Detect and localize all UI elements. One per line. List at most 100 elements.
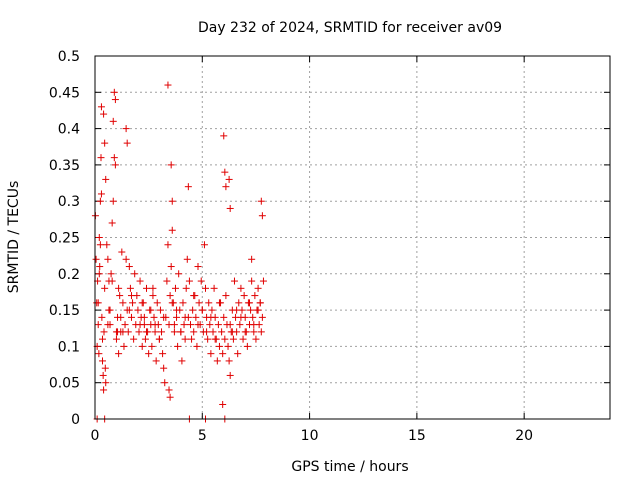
data-point	[96, 197, 104, 205]
data-point	[214, 321, 222, 329]
data-point	[234, 350, 242, 358]
data-point	[193, 342, 201, 350]
y-tick-label: 0.35	[49, 158, 80, 174]
data-point	[259, 277, 267, 285]
data-point	[100, 110, 108, 118]
data-point	[97, 190, 105, 198]
data-point	[96, 241, 104, 249]
data-point	[190, 292, 198, 300]
data-point	[140, 313, 148, 321]
data-point	[241, 328, 249, 336]
y-tick-label: 0.1	[58, 339, 80, 355]
data-point	[189, 306, 197, 314]
data-point	[100, 386, 108, 394]
y-tick-label: 0.4	[58, 122, 80, 138]
data-point	[164, 81, 172, 89]
data-point	[222, 292, 230, 300]
data-points	[91, 81, 267, 423]
data-point	[228, 328, 236, 336]
data-point	[204, 335, 212, 343]
data-point	[103, 241, 111, 249]
data-point	[95, 350, 103, 358]
y-tick-label: 0.25	[49, 231, 80, 247]
data-point	[235, 299, 243, 307]
data-point	[145, 350, 153, 358]
y-axis-label: SRMTID / TECUs	[6, 181, 22, 294]
data-point	[174, 342, 182, 350]
data-point	[168, 197, 176, 205]
data-point	[252, 335, 260, 343]
data-point	[181, 335, 189, 343]
data-point	[233, 306, 241, 314]
data-point	[104, 255, 112, 263]
data-point	[173, 313, 181, 321]
data-point	[198, 306, 206, 314]
y-tick-label: 0.45	[49, 85, 80, 101]
data-point	[120, 342, 128, 350]
data-point	[106, 306, 114, 314]
data-point	[138, 299, 146, 307]
data-point	[226, 321, 234, 329]
data-point	[194, 321, 202, 329]
data-point	[99, 335, 107, 343]
data-point	[152, 357, 160, 365]
data-point	[104, 321, 112, 329]
data-point	[97, 154, 105, 162]
data-point	[186, 321, 194, 329]
data-point	[148, 342, 156, 350]
data-point	[95, 270, 103, 278]
data-point	[118, 248, 126, 256]
data-point	[243, 342, 251, 350]
data-point	[257, 197, 265, 205]
data-point	[258, 313, 266, 321]
data-point	[161, 379, 169, 387]
data-point	[116, 292, 124, 300]
data-point	[138, 342, 146, 350]
data-point	[239, 335, 247, 343]
data-point	[107, 270, 115, 278]
data-point	[122, 255, 130, 263]
data-point	[219, 350, 227, 358]
data-point	[147, 306, 155, 314]
data-point	[230, 277, 238, 285]
data-point	[129, 299, 137, 307]
data-point	[221, 168, 229, 176]
data-point	[226, 371, 234, 379]
data-point	[179, 299, 187, 307]
data-point	[173, 306, 181, 314]
data-point	[209, 328, 217, 336]
data-point	[205, 299, 213, 307]
data-point	[99, 371, 107, 379]
data-point	[170, 321, 178, 329]
data-point	[110, 88, 118, 96]
data-point	[125, 306, 133, 314]
data-point	[194, 263, 202, 271]
data-point	[150, 313, 158, 321]
data-point	[112, 335, 120, 343]
data-point	[141, 335, 149, 343]
data-point	[178, 357, 186, 365]
data-point	[100, 328, 108, 336]
data-point	[168, 226, 176, 234]
data-point	[110, 154, 118, 162]
data-point	[202, 284, 210, 292]
data-point	[248, 255, 256, 263]
data-point	[149, 292, 157, 300]
data-point	[226, 204, 234, 212]
data-point	[115, 284, 123, 292]
data-point	[115, 350, 123, 358]
data-point	[254, 284, 262, 292]
data-point	[119, 299, 127, 307]
data-point	[250, 328, 258, 336]
data-point	[117, 313, 125, 321]
data-point	[210, 284, 218, 292]
data-point	[101, 139, 109, 147]
data-point	[246, 299, 253, 307]
y-tick-label: 0	[71, 412, 80, 428]
data-point	[123, 139, 131, 147]
data-point	[181, 313, 189, 321]
data-point	[211, 335, 219, 343]
data-point	[160, 313, 168, 321]
data-point	[250, 321, 258, 329]
